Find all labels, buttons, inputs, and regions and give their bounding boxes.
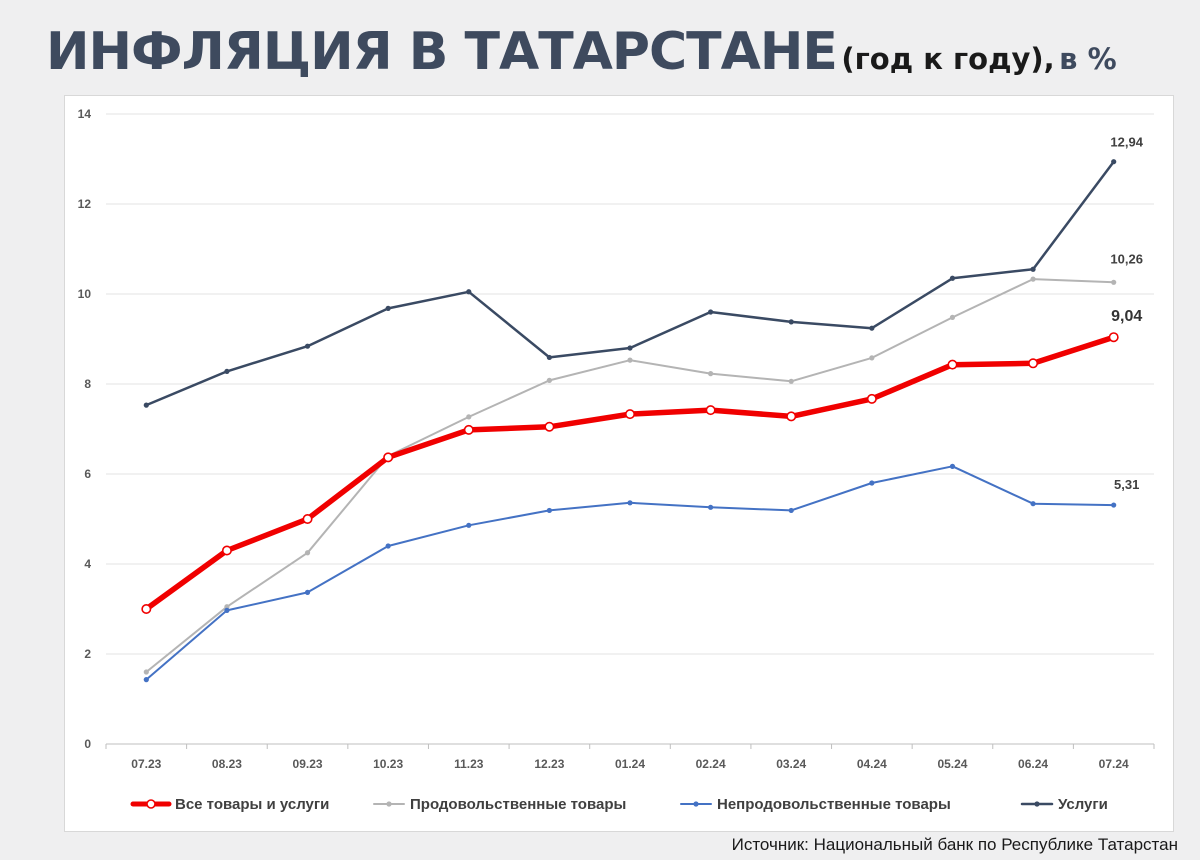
data-point-series-1 <box>546 377 552 383</box>
data-point-series-1 <box>143 669 149 675</box>
series-line-2 <box>145 465 1115 681</box>
data-point-series-0 <box>141 603 152 614</box>
data-point-series-2 <box>627 500 633 506</box>
data-point-series-3 <box>143 402 149 408</box>
data-point-series-0 <box>463 424 474 435</box>
y-tick-label: 4 <box>84 557 91 571</box>
data-point-series-3 <box>1030 266 1036 272</box>
data-point-series-2 <box>143 677 149 683</box>
data-point-series-2 <box>466 522 472 528</box>
data-point-series-0 <box>1108 332 1119 343</box>
data-point-series-2 <box>224 607 230 613</box>
x-tick-label: 07.23 <box>131 757 161 771</box>
y-tick-label: 0 <box>84 737 91 751</box>
data-point-series-0 <box>221 545 232 556</box>
data-point-series-3 <box>224 368 230 374</box>
series-line-3 <box>145 160 1115 407</box>
legend-marker-3 <box>1034 801 1040 807</box>
data-point-series-2 <box>949 463 956 469</box>
source-note: Источник: Национальный банк по Республик… <box>731 835 1178 854</box>
data-point-series-2 <box>1111 502 1117 508</box>
data-point-series-1 <box>1030 276 1036 282</box>
page-title: ИНФЛЯЦИЯ В ТАТАРСТАНЕ (год к году), в % <box>46 22 1117 82</box>
data-point-series-3 <box>949 275 956 281</box>
data-point-series-0 <box>947 359 958 370</box>
data-label-series-3: 12,94 <box>1110 135 1143 150</box>
title-unit: в % <box>1059 42 1117 76</box>
data-point-series-2 <box>708 504 714 510</box>
data-point-series-3 <box>304 343 311 349</box>
y-tick-label: 6 <box>84 467 91 481</box>
data-point-series-2 <box>304 589 311 595</box>
x-tick-label: 06.24 <box>1018 757 1048 771</box>
x-tick-label: 12.23 <box>534 757 564 771</box>
data-point-series-3 <box>708 309 714 315</box>
data-point-series-1 <box>1111 279 1117 285</box>
chart-panel <box>64 95 1174 832</box>
data-point-series-1 <box>304 550 311 556</box>
y-tick-label: 12 <box>78 197 92 211</box>
data-point-series-2 <box>869 480 875 486</box>
data-point-series-2 <box>1030 501 1036 507</box>
data-label-series-1: 10,26 <box>1110 251 1143 266</box>
y-tick-label: 14 <box>78 107 92 121</box>
legend-marker-1 <box>386 801 392 807</box>
data-point-series-0 <box>866 393 877 404</box>
legend-marker-2 <box>693 801 699 807</box>
data-point-series-1 <box>708 371 714 377</box>
data-point-series-3 <box>869 325 875 331</box>
x-tick-label: 02.24 <box>696 757 726 771</box>
x-tick-label: 11.23 <box>454 757 484 771</box>
data-point-series-1 <box>627 357 633 363</box>
data-point-series-0 <box>786 411 797 422</box>
data-point-series-3 <box>1111 159 1117 165</box>
data-point-series-1 <box>869 355 875 361</box>
data-point-series-3 <box>627 345 633 351</box>
y-tick-label: 2 <box>84 647 91 661</box>
legend-marker-0 <box>146 799 156 809</box>
data-point-series-0 <box>302 513 313 524</box>
y-tick-label: 8 <box>84 377 91 391</box>
data-point-series-1 <box>788 378 794 384</box>
legend-label-1: Продовольственные товары <box>410 796 626 813</box>
data-point-series-2 <box>385 543 391 549</box>
x-tick-label: 10.23 <box>373 757 403 771</box>
data-point-series-2 <box>546 507 552 514</box>
x-tick-label: 05.24 <box>937 757 967 771</box>
y-tick-label: 10 <box>78 287 92 301</box>
x-tick-label: 03.24 <box>776 757 806 771</box>
data-point-series-0 <box>624 409 635 420</box>
title-sub: (год к году), <box>841 42 1055 76</box>
data-point-series-0 <box>705 405 716 416</box>
x-tick-label: 04.24 <box>857 757 887 771</box>
legend-label-3: Услуги <box>1058 796 1108 813</box>
data-point-series-1 <box>949 314 956 320</box>
data-label-series-0: 9,04 <box>1111 308 1142 325</box>
x-tick-label: 09.23 <box>293 757 323 771</box>
series-line-1 <box>145 278 1115 673</box>
x-tick-label: 07.24 <box>1099 757 1129 771</box>
data-point-series-3 <box>385 305 391 311</box>
x-tick-label: 08.23 <box>212 757 242 771</box>
legend-label-0: Все товары и услуги <box>175 796 329 813</box>
data-point-series-3 <box>788 319 794 325</box>
data-point-series-1 <box>466 414 472 420</box>
title-main: ИНФЛЯЦИЯ В ТАТАРСТАНЕ <box>46 22 838 82</box>
data-point-series-0 <box>383 452 394 463</box>
legend-label-2: Непродовольственные товары <box>717 796 951 813</box>
data-label-series-2: 5,31 <box>1114 477 1139 492</box>
data-point-series-2 <box>788 507 794 514</box>
data-point-series-3 <box>546 354 552 361</box>
data-point-series-3 <box>466 289 472 295</box>
x-tick-label: 01.24 <box>615 757 645 771</box>
data-point-series-1 <box>224 604 230 610</box>
data-point-series-0 <box>1028 358 1039 369</box>
data-point-series-0 <box>544 421 555 432</box>
